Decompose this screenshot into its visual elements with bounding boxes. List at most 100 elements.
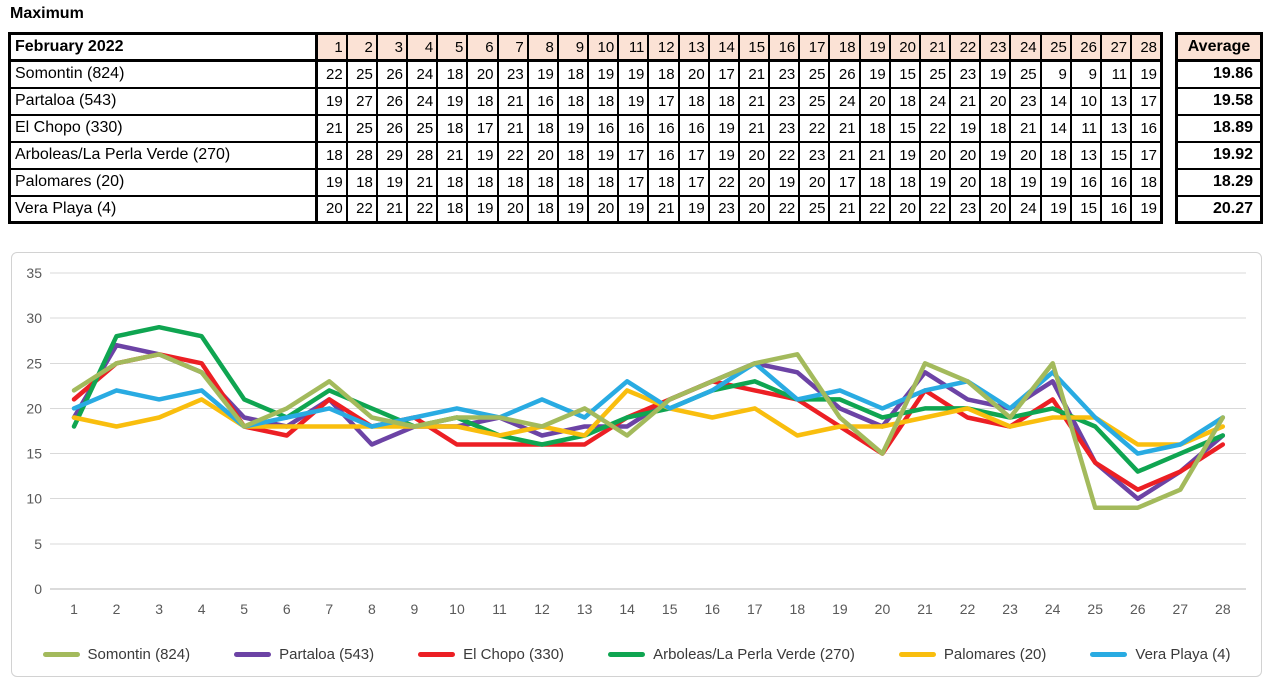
x-tick-label: 9 bbox=[411, 601, 419, 617]
value-cell: 18 bbox=[1039, 140, 1072, 170]
x-tick-label: 14 bbox=[619, 601, 635, 617]
row-label: El Chopo (330) bbox=[8, 113, 318, 143]
value-cell: 19 bbox=[888, 140, 921, 170]
x-tick-label: 25 bbox=[1087, 601, 1103, 617]
value-cell: 19 bbox=[526, 59, 559, 89]
value-cell: 16 bbox=[1130, 113, 1163, 143]
x-tick-label: 13 bbox=[577, 601, 593, 617]
value-cell: 22 bbox=[406, 194, 439, 224]
value-cell: 14 bbox=[1039, 113, 1072, 143]
value-cell: 18 bbox=[587, 86, 620, 116]
value-cell: 18 bbox=[587, 167, 620, 197]
value-cell: 19 bbox=[1009, 167, 1042, 197]
value-cell: 19 bbox=[707, 113, 740, 143]
day-header: 12 bbox=[647, 32, 680, 62]
day-header: 16 bbox=[768, 32, 801, 62]
value-cell: 15 bbox=[1069, 194, 1102, 224]
value-cell: 18 bbox=[888, 167, 921, 197]
value-cell: 25 bbox=[798, 194, 831, 224]
value-cell: 22 bbox=[918, 194, 952, 224]
value-cell: 16 bbox=[587, 113, 620, 143]
value-cell: 21 bbox=[949, 86, 982, 116]
value-cell: 17 bbox=[617, 167, 650, 197]
x-tick-label: 2 bbox=[113, 601, 121, 617]
value-cell: 16 bbox=[1099, 194, 1133, 224]
day-header: 27 bbox=[1099, 32, 1133, 62]
value-cell: 25 bbox=[918, 59, 952, 89]
value-cell: 15 bbox=[1099, 140, 1133, 170]
month-label: February 2022 bbox=[8, 32, 318, 62]
value-cell: 22 bbox=[858, 194, 891, 224]
value-cell: 18 bbox=[858, 113, 891, 143]
value-cell: 19 bbox=[315, 86, 348, 116]
value-cell: 18 bbox=[556, 167, 590, 197]
x-tick-label: 10 bbox=[449, 601, 465, 617]
value-cell: 19 bbox=[556, 113, 590, 143]
value-cell: 13 bbox=[1069, 140, 1102, 170]
day-header: 19 bbox=[858, 32, 891, 62]
average-value: 19.92 bbox=[1175, 140, 1263, 170]
day-header: 8 bbox=[526, 32, 559, 62]
value-cell: 20 bbox=[949, 140, 982, 170]
value-cell: 15 bbox=[888, 113, 921, 143]
value-cell: 19 bbox=[1130, 59, 1163, 89]
value-cell: 25 bbox=[1009, 59, 1042, 89]
day-header: 10 bbox=[587, 32, 620, 62]
value-cell: 25 bbox=[798, 59, 831, 89]
value-cell: 18 bbox=[556, 59, 590, 89]
data-tables: February 2022 1 2 3 4 5 6 7 8 9 10 11 12 13 14 15 16 17 18… bbox=[8, 32, 1263, 224]
value-cell: 19 bbox=[436, 86, 469, 116]
value-cell: 20 bbox=[677, 59, 710, 89]
average-table: Average 19.86 19.58 18.89 19.92 18.29 20.27 bbox=[1175, 32, 1263, 224]
x-tick-label: 16 bbox=[704, 601, 720, 617]
legend-item: Partaloa (543) bbox=[234, 646, 374, 663]
value-cell: 23 bbox=[1009, 86, 1042, 116]
value-cell: 18 bbox=[496, 167, 529, 197]
page-title: Maximum bbox=[10, 5, 84, 22]
row-label: Arboleas/La Perla Verde (270) bbox=[8, 140, 318, 170]
value-cell: 19 bbox=[466, 140, 499, 170]
y-tick-label: 15 bbox=[26, 446, 42, 462]
value-cell: 16 bbox=[1069, 167, 1102, 197]
value-cell: 19 bbox=[375, 167, 409, 197]
value-cell: 23 bbox=[768, 59, 801, 89]
legend-item: Vera Playa (4) bbox=[1090, 646, 1230, 663]
legend-item: Somontin (824) bbox=[42, 646, 190, 663]
value-cell: 23 bbox=[768, 113, 801, 143]
value-cell: 21 bbox=[315, 113, 348, 143]
value-cell: 23 bbox=[707, 194, 740, 224]
table-row: Partaloa (543) 19 27 26 24 19 18 21 16 18 18 19 17 18… bbox=[8, 86, 1163, 116]
x-tick-label: 12 bbox=[534, 601, 550, 617]
x-tick-label: 20 bbox=[875, 601, 891, 617]
value-cell: 17 bbox=[1130, 140, 1163, 170]
value-cell: 24 bbox=[1009, 194, 1042, 224]
x-tick-label: 23 bbox=[1002, 601, 1018, 617]
row-label: Vera Playa (4) bbox=[8, 194, 318, 224]
value-cell: 13 bbox=[1099, 113, 1133, 143]
x-tick-label: 26 bbox=[1130, 601, 1146, 617]
value-cell: 22 bbox=[768, 194, 801, 224]
value-cell: 22 bbox=[768, 140, 801, 170]
value-cell: 19 bbox=[466, 194, 499, 224]
value-cell: 20 bbox=[466, 59, 499, 89]
row-label: Partaloa (543) bbox=[8, 86, 318, 116]
value-cell: 18 bbox=[888, 86, 921, 116]
value-cell: 18 bbox=[707, 86, 740, 116]
value-cell: 21 bbox=[737, 86, 771, 116]
average-row: 19.58 bbox=[1175, 86, 1263, 116]
value-cell: 16 bbox=[677, 113, 710, 143]
value-cell: 22 bbox=[707, 167, 740, 197]
x-tick-label: 24 bbox=[1045, 601, 1061, 617]
x-tick-label: 4 bbox=[198, 601, 206, 617]
value-cell: 20 bbox=[587, 194, 620, 224]
chart-legend: Somontin (824) Partaloa (543) El Chopo (33… bbox=[12, 646, 1261, 663]
value-cell: 28 bbox=[345, 140, 378, 170]
row-label: Palomares (20) bbox=[8, 167, 318, 197]
day-header: 11 bbox=[617, 32, 650, 62]
value-cell: 22 bbox=[918, 113, 952, 143]
value-cell: 24 bbox=[406, 59, 439, 89]
value-cell: 13 bbox=[1099, 86, 1133, 116]
value-cell: 18 bbox=[526, 194, 559, 224]
value-cell: 21 bbox=[737, 113, 771, 143]
value-cell: 17 bbox=[647, 86, 680, 116]
